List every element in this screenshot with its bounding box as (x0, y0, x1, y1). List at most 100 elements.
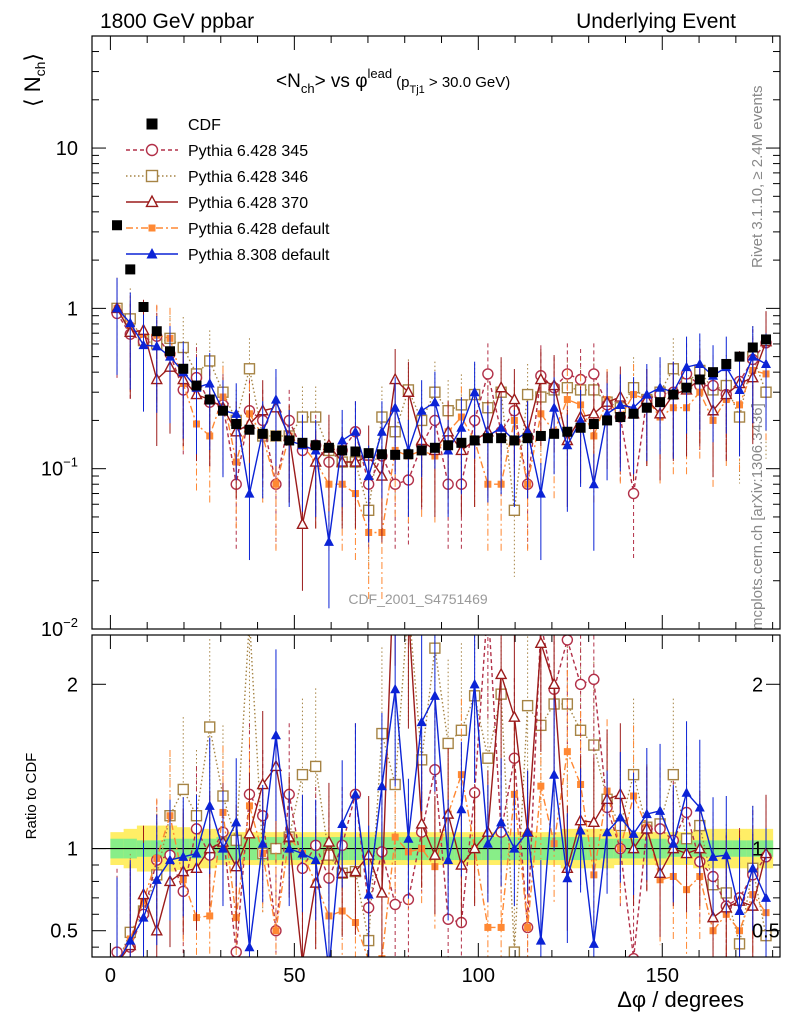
data-point (164, 346, 175, 357)
data-point (151, 874, 162, 884)
data-point (217, 405, 228, 416)
data-point (244, 614, 254, 624)
data-point (627, 487, 640, 500)
data-point (494, 380, 508, 393)
ratio-y-tick-label-right: 2 (752, 674, 763, 696)
data-point (602, 826, 613, 837)
legend-item-p370: Pythia 6.428 370 (126, 194, 308, 212)
data-point (524, 923, 532, 931)
data-point (668, 838, 679, 848)
data-point (602, 415, 613, 426)
data-point (243, 826, 256, 839)
x-tick-label: 50 (283, 965, 305, 987)
data-point (442, 737, 454, 750)
data-point (428, 848, 442, 860)
data-point (482, 433, 493, 444)
data-point (151, 326, 162, 337)
data-point (469, 386, 480, 397)
main-plot-frame (91, 35, 781, 630)
data-point (587, 406, 600, 419)
series-line (116, 308, 767, 525)
data-point (668, 389, 679, 400)
legend: CDF Pythia 6.428 345 Pythia 6.428 346 Pythi… (126, 117, 330, 264)
data-point (575, 415, 586, 425)
data-point (734, 351, 745, 362)
data-point (706, 910, 720, 923)
legend-label: Pythia 6.428 345 (188, 143, 308, 160)
data-point (323, 536, 334, 546)
x-tick-label: 0 (105, 965, 116, 987)
ratio-y-tick-label: 0.5 (50, 921, 78, 943)
data-point (628, 828, 639, 838)
data-point (574, 678, 587, 690)
x-tick-label: 100 (462, 965, 495, 987)
data-point (708, 851, 719, 861)
data-point (297, 437, 308, 448)
legend-item-p346: Pythia 6.428 346 (126, 169, 308, 186)
data-point (363, 470, 374, 481)
data-point (337, 818, 348, 828)
data-point (270, 729, 281, 740)
data-point (296, 768, 309, 781)
data-point (178, 851, 189, 861)
main-ylabel: ⟨ Nch⟩ (20, 53, 48, 107)
data-point (484, 923, 492, 931)
data-point (456, 437, 467, 448)
data-point (231, 418, 242, 429)
data-point (575, 422, 586, 433)
data-point (655, 397, 666, 408)
data-point (734, 384, 745, 394)
data-point (562, 872, 573, 883)
series-p6def (113, 277, 770, 600)
legend-item-p345: Pythia 6.428 345 (126, 143, 308, 160)
data-point (588, 478, 599, 489)
data-point (761, 334, 772, 345)
data-point (561, 635, 574, 646)
data-point (575, 825, 586, 835)
data-point (284, 843, 295, 853)
data-point (350, 426, 361, 436)
legend-label: Pythia 8.308 default (188, 247, 330, 264)
data-point (508, 392, 521, 405)
data-point (322, 835, 336, 847)
data-point (125, 264, 136, 275)
data-point (615, 399, 626, 409)
data-point (615, 811, 626, 822)
data-point (309, 760, 322, 773)
data-point (747, 862, 758, 873)
data-point (641, 402, 652, 413)
legend-label: Pythia 6.428 370 (188, 195, 308, 212)
data-point (191, 848, 202, 858)
data-point (416, 405, 427, 415)
data-point (390, 402, 401, 412)
chart-title: <Nch> vs φlead(pTj1 > 30.0 GeV) (276, 66, 510, 96)
legend-marker (145, 143, 159, 157)
data-point (375, 886, 389, 898)
data-point (270, 394, 281, 404)
data-point (231, 408, 242, 418)
data-point (537, 782, 545, 790)
data-point (496, 433, 507, 444)
ratio-y-tick-label: 2 (67, 674, 78, 696)
data-point (272, 480, 280, 488)
data-point (734, 905, 745, 916)
data-point (535, 488, 546, 498)
data-point (681, 361, 692, 372)
data-point (522, 433, 533, 444)
data-point (363, 448, 374, 459)
data-point (509, 843, 520, 853)
data-point (429, 396, 440, 407)
data-point (376, 449, 387, 460)
data-point (376, 426, 387, 436)
series-p345 (111, 282, 772, 561)
series-line (116, 307, 767, 534)
data-point (708, 367, 719, 378)
data-point (456, 803, 467, 814)
data-point (549, 428, 560, 439)
data-point (469, 678, 480, 689)
data-point (535, 430, 546, 441)
data-point (204, 800, 215, 810)
data-point (497, 923, 505, 931)
data-point (138, 912, 149, 922)
data-point (204, 394, 215, 405)
